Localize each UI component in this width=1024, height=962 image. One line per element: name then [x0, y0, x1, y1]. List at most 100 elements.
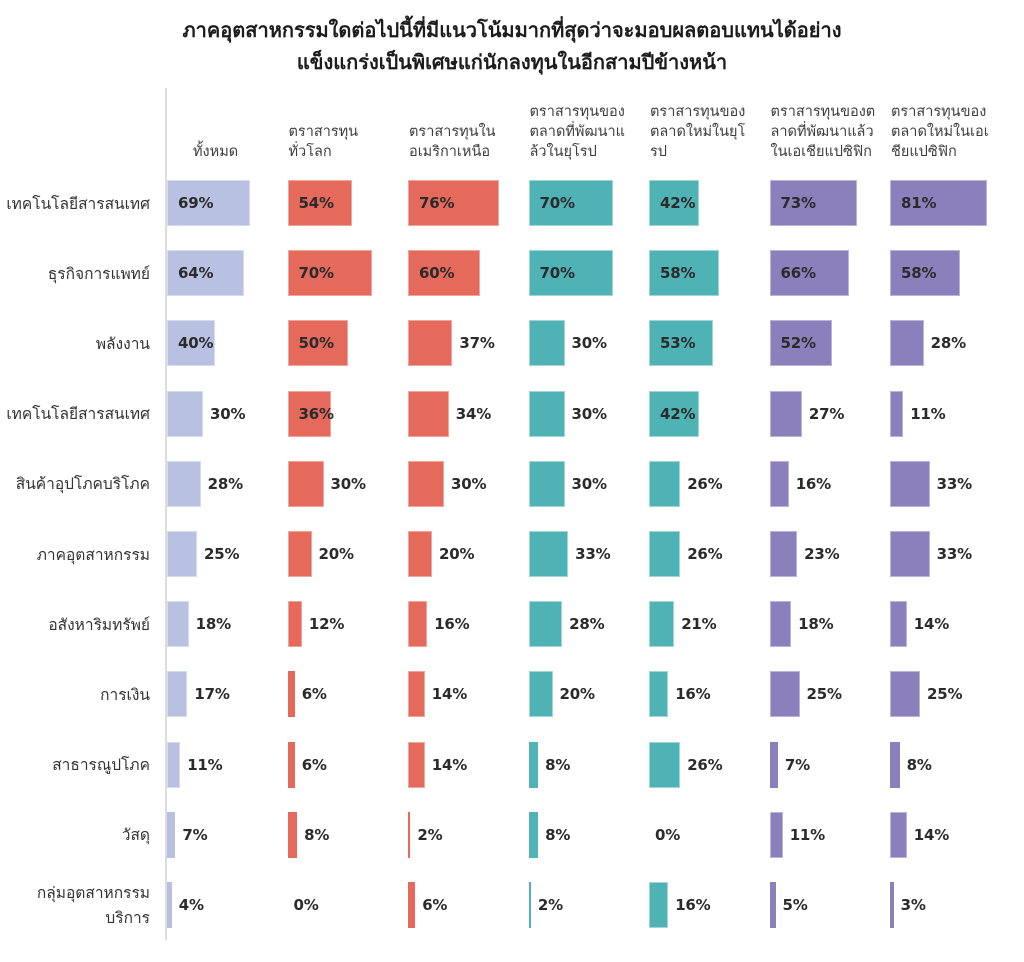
- bar: [408, 531, 432, 577]
- bar: [890, 460, 930, 507]
- bar: [528, 180, 613, 226]
- value-label: 11%: [789, 825, 826, 844]
- bar: [649, 882, 669, 928]
- value-label: 30%: [210, 404, 246, 423]
- bar: [528, 671, 553, 718]
- row-label: ธุรกิจการแพทย์: [47, 264, 150, 283]
- value-label: 6%: [301, 685, 327, 704]
- bar: [287, 250, 372, 297]
- bar: [528, 390, 565, 437]
- bar: [167, 811, 176, 858]
- bar: [649, 601, 675, 648]
- value-label: 36%: [298, 404, 335, 423]
- bar: [890, 320, 924, 367]
- bar: [649, 250, 719, 297]
- value-label: 60%: [419, 264, 455, 283]
- value-label: 16%: [675, 685, 711, 704]
- bar: [649, 531, 681, 577]
- value-label: 30%: [571, 334, 608, 353]
- bar: [769, 180, 858, 226]
- value-label: 66%: [780, 264, 817, 283]
- value-label: 18%: [195, 615, 232, 634]
- value-label: 3%: [900, 896, 926, 914]
- value-label: 23%: [804, 545, 840, 563]
- bar: [408, 460, 444, 507]
- bar: [528, 741, 539, 788]
- value-label: 33%: [575, 545, 611, 563]
- column-header: ตราสารทุนของ ตลาดที่พัฒนาแ ล้วในยุโรป: [529, 104, 625, 160]
- value-label: 20%: [318, 545, 355, 563]
- value-label: 4%: [178, 896, 204, 914]
- value-label: 40%: [178, 334, 214, 353]
- bar: [528, 531, 569, 577]
- value-label: 20%: [439, 545, 475, 563]
- value-label: 64%: [178, 264, 214, 283]
- value-label: 42%: [660, 194, 696, 212]
- value-label: 81%: [901, 194, 937, 212]
- value-label: 8%: [304, 825, 330, 844]
- bar: [769, 741, 778, 788]
- value-label: 33%: [936, 545, 973, 563]
- value-label: 16%: [434, 615, 470, 634]
- row-label: เทคโนโลยีสารสนเทศ: [6, 405, 150, 424]
- row-label: การเงิน: [100, 685, 150, 704]
- row-label: สาธารณูปโภค: [52, 756, 150, 775]
- value-label: 21%: [681, 615, 717, 634]
- value-label: 5%: [782, 896, 808, 914]
- bar: [528, 811, 539, 858]
- bar: [649, 460, 681, 507]
- bar: [167, 882, 172, 928]
- value-label: 18%: [798, 615, 834, 634]
- bar: [769, 601, 792, 648]
- bar: [167, 741, 181, 788]
- bar: [649, 180, 700, 226]
- bar: [408, 320, 453, 367]
- bar: [167, 390, 203, 437]
- value-label: 37%: [459, 334, 495, 353]
- bar: [167, 250, 244, 297]
- value-label: 30%: [571, 404, 608, 423]
- bar: [890, 250, 960, 297]
- value-label: 28%: [930, 334, 967, 353]
- value-label: 16%: [795, 474, 832, 493]
- bar: [649, 320, 713, 367]
- bar: [287, 811, 298, 858]
- bar: [528, 460, 565, 507]
- column-header: ตราสารทุนใน อเมริกาเหนือ: [409, 124, 496, 160]
- value-label: 54%: [298, 194, 335, 212]
- bar: [408, 741, 425, 788]
- bar: [769, 320, 832, 367]
- column-header: ตราสารทุนของต ลาดที่พัฒนาแล้ว ในเอเชียแป…: [770, 104, 876, 160]
- value-label: 25%: [927, 685, 963, 704]
- bar: [287, 390, 331, 437]
- value-label: 2%: [417, 825, 443, 844]
- value-label: 2%: [537, 896, 563, 914]
- value-label: 52%: [780, 334, 817, 353]
- value-label: 73%: [780, 194, 817, 212]
- value-label: 7%: [784, 755, 810, 774]
- bar: [167, 531, 197, 577]
- bar: [408, 390, 449, 437]
- bar: [408, 811, 411, 858]
- value-label: 27%: [808, 404, 845, 423]
- bar: [287, 320, 348, 367]
- value-label: 53%: [660, 334, 696, 353]
- bar: [890, 601, 907, 648]
- value-label: 0%: [655, 825, 681, 844]
- value-label: 26%: [687, 545, 723, 563]
- value-label: 70%: [298, 264, 335, 283]
- value-label: 58%: [901, 264, 937, 283]
- bar: [408, 250, 480, 297]
- value-label: 76%: [419, 194, 455, 212]
- bar: [408, 601, 428, 648]
- value-label: 6%: [422, 896, 448, 914]
- bar: [167, 320, 215, 367]
- bar: [649, 390, 700, 437]
- value-label: 42%: [660, 404, 696, 423]
- value-label: 6%: [301, 755, 327, 774]
- bar: [287, 460, 324, 507]
- value-label: 28%: [207, 474, 244, 493]
- bar: [890, 180, 988, 226]
- bar: [287, 601, 302, 648]
- value-label: 25%: [806, 685, 843, 704]
